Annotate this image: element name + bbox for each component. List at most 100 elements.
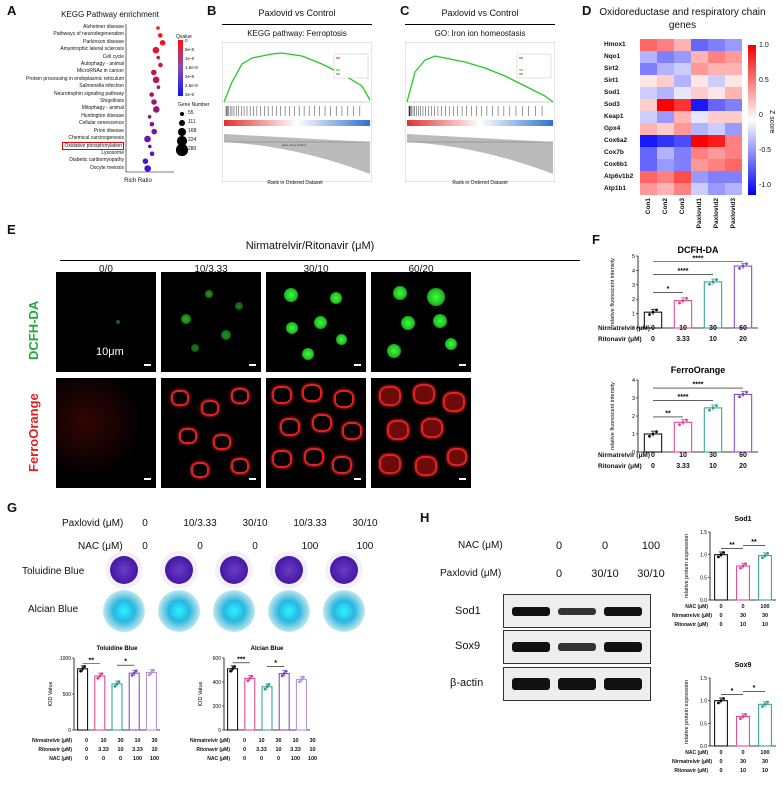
heatmap-cell xyxy=(674,63,691,75)
condition-label: Nirmatrelvir (μM) xyxy=(672,759,713,765)
y-axis-label: relative protein expression xyxy=(684,680,690,744)
heatmap-cell xyxy=(708,51,725,63)
kegg-term: Mitophagy - animal xyxy=(81,105,124,112)
heatmap-cell xyxy=(640,99,657,111)
heatmap-cell xyxy=(708,75,725,87)
condition-value: 0 xyxy=(719,750,723,756)
heatmap-cell xyxy=(725,171,742,183)
cell xyxy=(393,286,407,300)
data-point xyxy=(231,667,234,671)
gene-size-label: 280 xyxy=(188,146,197,152)
data-point xyxy=(134,669,138,673)
condition-value: 10 xyxy=(709,336,717,343)
chart-title: DCFH-DA xyxy=(678,245,719,255)
condition-value: 10 xyxy=(761,768,769,774)
kegg-dot xyxy=(156,85,161,89)
heatmap-cell xyxy=(691,159,708,171)
heatmap-cell xyxy=(640,183,657,195)
chart-title: FerroOrange xyxy=(671,365,726,375)
condition-value: 0 xyxy=(601,540,609,552)
toluidine-dish xyxy=(220,556,248,584)
condition-value: 0 xyxy=(142,541,148,552)
data-point xyxy=(98,674,102,678)
heatmap-cell xyxy=(691,51,708,63)
significance-mark: **** xyxy=(678,268,689,275)
data-point xyxy=(685,296,688,300)
heatmap-cell xyxy=(657,39,674,51)
qvalue-tick: 0 xyxy=(185,38,188,43)
heatmap-cell xyxy=(725,111,742,123)
row-label-ferroorange: FerroOrange xyxy=(26,393,41,473)
heatmap-cell xyxy=(691,87,708,99)
scale-label: 10μm xyxy=(96,346,124,358)
y-tick-label: 2 xyxy=(632,414,635,420)
y-tick-label: 4 xyxy=(632,268,635,274)
panel-d-label: D xyxy=(582,3,592,18)
band xyxy=(558,643,596,651)
condition-label: NAC (μM) xyxy=(78,541,123,552)
bar xyxy=(758,555,772,601)
kegg-term: Prion disease xyxy=(93,127,124,134)
gene-size-label: 111 xyxy=(188,119,196,125)
kegg-dot xyxy=(158,33,163,38)
data-point xyxy=(248,677,252,680)
kegg-term: Chemical carcinogenesis xyxy=(68,135,124,141)
heatmap-cell xyxy=(640,159,657,171)
data-point xyxy=(715,278,718,282)
heatmap-cell xyxy=(708,123,725,135)
chart-title: Toluidine Blue xyxy=(97,646,139,652)
data-point xyxy=(761,705,764,708)
cell xyxy=(231,458,249,474)
chart-ferroorange: FerroOrange relative fluorescent intensit… xyxy=(610,365,758,456)
heatmap-gene-label: Atp6v1b2 xyxy=(604,173,634,180)
qvalue-tick: 1e-8 xyxy=(185,56,195,61)
condition-value: 3.33 xyxy=(676,463,690,470)
condition-value: 100 xyxy=(356,541,374,552)
condition-value: 10 xyxy=(739,768,747,774)
data-point xyxy=(744,712,747,716)
significance-mark: *** xyxy=(237,656,245,663)
toluidine-dish xyxy=(275,556,303,584)
band xyxy=(558,608,596,615)
y-tick-label: 0.0 xyxy=(700,598,707,602)
micrograph-dcfh-0: 10μm xyxy=(56,272,156,372)
bar xyxy=(673,300,693,329)
data-point xyxy=(711,280,715,284)
qvalue-legend-title: Qvalue xyxy=(176,34,192,40)
cell xyxy=(387,420,409,440)
heatmap-cell xyxy=(691,63,708,75)
heatmap-cell xyxy=(691,111,708,123)
cell xyxy=(445,338,457,350)
kegg-term: Alzheimer disease xyxy=(83,24,124,30)
cell xyxy=(280,418,300,436)
data-point xyxy=(711,406,715,410)
condition-value: 100 xyxy=(149,756,160,762)
kegg-dot xyxy=(151,99,157,105)
condition-label: Nirmatrelvir (μM) xyxy=(672,613,713,619)
heatmap-cell xyxy=(674,183,691,195)
kegg-term: Huntington disease xyxy=(81,112,124,119)
panel-b-rule xyxy=(222,24,372,25)
cell xyxy=(334,390,354,408)
condition-value: 30 xyxy=(709,325,717,332)
heatmap-cell xyxy=(708,111,725,123)
kegg-term: Pathways of neurodegeneration xyxy=(53,31,124,38)
condition-value: 30/10 xyxy=(591,568,619,580)
significance-mark: ** xyxy=(88,657,94,664)
heatmap-cell xyxy=(674,171,691,183)
kegg-term: Oocyte meiosis xyxy=(89,164,124,171)
condition-value: 0 xyxy=(555,568,563,580)
data-point xyxy=(280,674,284,678)
qvalue-tick: 5e-8 xyxy=(185,47,195,52)
condition-value: 0 xyxy=(259,756,264,762)
cell xyxy=(379,454,401,474)
heatmap-cell xyxy=(691,99,708,111)
cell xyxy=(302,384,322,402)
band xyxy=(604,678,642,690)
heatmap-cell xyxy=(640,171,657,183)
data-point xyxy=(708,282,711,286)
y-tick-label: 600 xyxy=(213,656,222,662)
heatmap-cell xyxy=(708,183,725,195)
condition-value: 0 xyxy=(719,613,723,619)
kegg-dot xyxy=(158,62,163,68)
